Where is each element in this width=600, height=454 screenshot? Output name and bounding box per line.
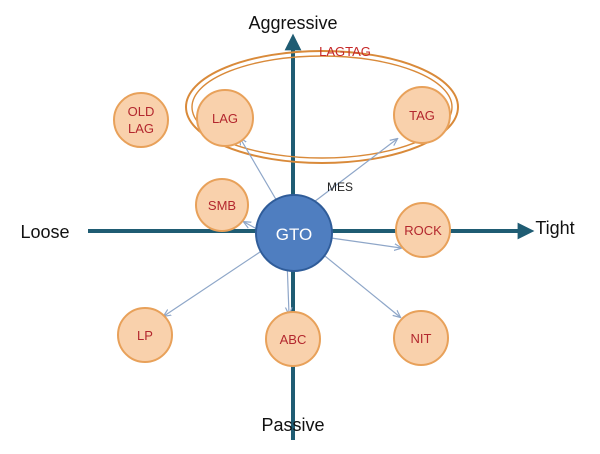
axis-label-right: Tight bbox=[535, 218, 574, 238]
lagtag-group-label: LAGTAG bbox=[319, 44, 371, 59]
connector-gto-lp bbox=[164, 247, 267, 316]
connector-gto-nit bbox=[319, 251, 400, 317]
node-old-lag: OLD LAG bbox=[113, 92, 169, 148]
node-lp: LP bbox=[117, 307, 173, 363]
node-nit-label: NIT bbox=[411, 331, 432, 346]
node-old-lag-label-line2: LAG bbox=[128, 121, 154, 136]
node-abc-label: ABC bbox=[280, 332, 307, 347]
node-tag: TAG bbox=[393, 86, 451, 144]
node-lag-label: LAG bbox=[212, 111, 238, 126]
node-smb-label: SMB bbox=[208, 198, 236, 213]
node-nit-circle bbox=[393, 310, 449, 366]
connector-gto-tag bbox=[309, 139, 397, 206]
node-tag-label: TAG bbox=[409, 108, 435, 123]
node-gto-label: GTO bbox=[276, 225, 313, 244]
node-smb-circle bbox=[195, 178, 249, 232]
node-rock: ROCK bbox=[395, 202, 451, 258]
node-abc: ABC bbox=[265, 311, 321, 367]
node-old-lag-circle bbox=[113, 92, 169, 148]
node-gto-circle bbox=[255, 194, 333, 272]
axis-label-left: Loose bbox=[20, 222, 69, 242]
node-tag-circle bbox=[393, 86, 451, 144]
node-lp-circle bbox=[117, 307, 173, 363]
node-lag: LAG bbox=[196, 89, 254, 147]
axis-label-bottom: Passive bbox=[261, 415, 324, 435]
node-lp-label: LP bbox=[137, 328, 153, 343]
node-rock-circle bbox=[395, 202, 451, 258]
node-nit: NIT bbox=[393, 310, 449, 366]
node-abc-circle bbox=[265, 311, 321, 367]
connector-gto-lag bbox=[240, 138, 282, 209]
node-gto: GTO bbox=[255, 194, 333, 272]
lagtag-group-inner bbox=[191, 55, 453, 159]
node-old-lag-label-line1: OLD bbox=[128, 104, 155, 119]
axis-label-top: Aggressive bbox=[248, 13, 337, 33]
connector-gto-rock bbox=[330, 237, 401, 248]
lagtag-group-outer bbox=[185, 50, 459, 164]
node-rock-label: ROCK bbox=[404, 223, 442, 238]
mes-label: MES bbox=[327, 180, 353, 194]
node-smb: SMB bbox=[195, 178, 249, 232]
connector-gto-smb bbox=[244, 222, 258, 230]
node-lag-circle bbox=[196, 89, 254, 147]
